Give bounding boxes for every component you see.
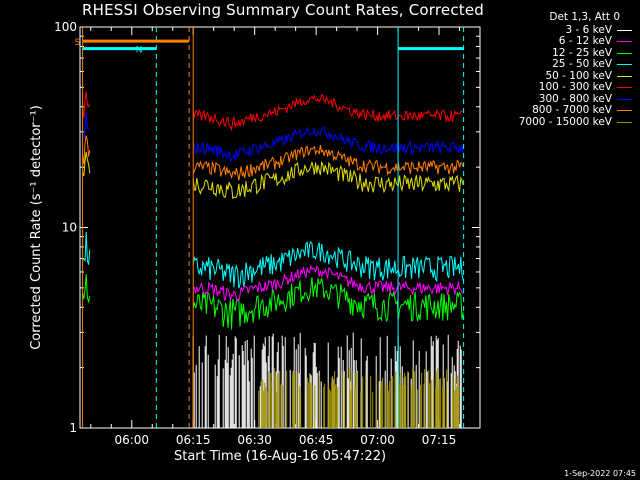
plot-area	[82, 91, 464, 428]
x-tick-label: 06:30	[237, 433, 272, 447]
series-2-line	[192, 277, 464, 330]
legend-entry: 800 - 7000 keV	[482, 104, 632, 117]
series-4-line	[82, 151, 91, 177]
legend-label: 6 - 12 keV	[558, 35, 612, 47]
legend: Det 1,3, Att 0 3 - 6 keV 6 - 12 keV 12 - 2…	[482, 11, 632, 129]
legend-swatch	[617, 121, 632, 123]
legend-swatch	[617, 87, 632, 89]
legend-label: 12 - 25 keV	[552, 46, 612, 59]
series-3-line	[82, 231, 91, 265]
legend-swatch	[617, 98, 632, 100]
legend-swatch	[617, 64, 632, 66]
plot-frame	[79, 26, 481, 429]
legend-label: 7000 - 15000 keV	[518, 115, 612, 128]
legend-label: 100 - 300 keV	[538, 81, 612, 93]
x-axis-label: Start Time (16-Aug-16 05:47:22)	[174, 449, 386, 464]
legend-entry: 3 - 6 keV	[482, 23, 632, 37]
legend-label: 3 - 6 keV	[565, 23, 612, 36]
legend-label: 50 - 100 keV	[545, 69, 612, 82]
series-1-line	[193, 264, 464, 302]
series-5-line	[82, 91, 91, 119]
legend-entry: 50 - 100 keV	[482, 69, 632, 83]
series-7-line	[192, 145, 464, 181]
x-tick-label: 07:15	[422, 433, 457, 447]
legend-entry: 7000 - 15000 keV	[482, 115, 632, 129]
legend-swatch	[617, 52, 632, 54]
x-tick-label: 06:00	[114, 433, 149, 447]
legend-label: 25 - 50 keV	[552, 58, 612, 70]
legend-swatch	[617, 110, 632, 112]
y-axis-label: Corrected Count Rate (s⁻¹ detector⁻¹)	[29, 105, 44, 350]
legend-label: 800 - 7000 keV	[532, 104, 612, 116]
legend-entry: 6 - 12 keV	[482, 35, 632, 48]
series-6-line	[192, 125, 464, 164]
legend-entry: 300 - 800 keV	[482, 92, 632, 106]
y-tick-label: 10	[62, 221, 77, 235]
series-4-line	[192, 161, 464, 200]
y-tick-label: 100	[54, 20, 77, 34]
x-tick-label: 06:45	[299, 433, 334, 447]
series-7-line	[82, 135, 91, 165]
annotation-label: N	[136, 46, 143, 56]
chart-title: RHESSI Observing Summary Count Rates, Co…	[81, 1, 484, 19]
series-2-line	[82, 274, 91, 304]
legend-entry: 12 - 25 keV	[482, 46, 632, 60]
legend-title: Det 1,3, Att 0	[549, 11, 620, 23]
y-tick-label: 1	[69, 421, 77, 435]
legend-swatch	[617, 41, 632, 43]
legend-entry: 100 - 300 keV	[482, 81, 632, 94]
series-5-line	[192, 94, 464, 132]
series-3-line	[192, 240, 464, 289]
x-tick-label: 06:15	[176, 433, 211, 447]
timestamp: 1-Sep-2022 07:45	[564, 469, 636, 478]
legend-swatch	[617, 75, 632, 77]
legend-entry: 25 - 50 keV	[482, 58, 632, 71]
x-tick-label: 07:00	[360, 433, 395, 447]
legend-label: 300 - 800 keV	[538, 92, 612, 105]
legend-swatch	[617, 29, 632, 31]
annotation-label: S	[75, 38, 81, 48]
series-6-line	[82, 112, 90, 141]
